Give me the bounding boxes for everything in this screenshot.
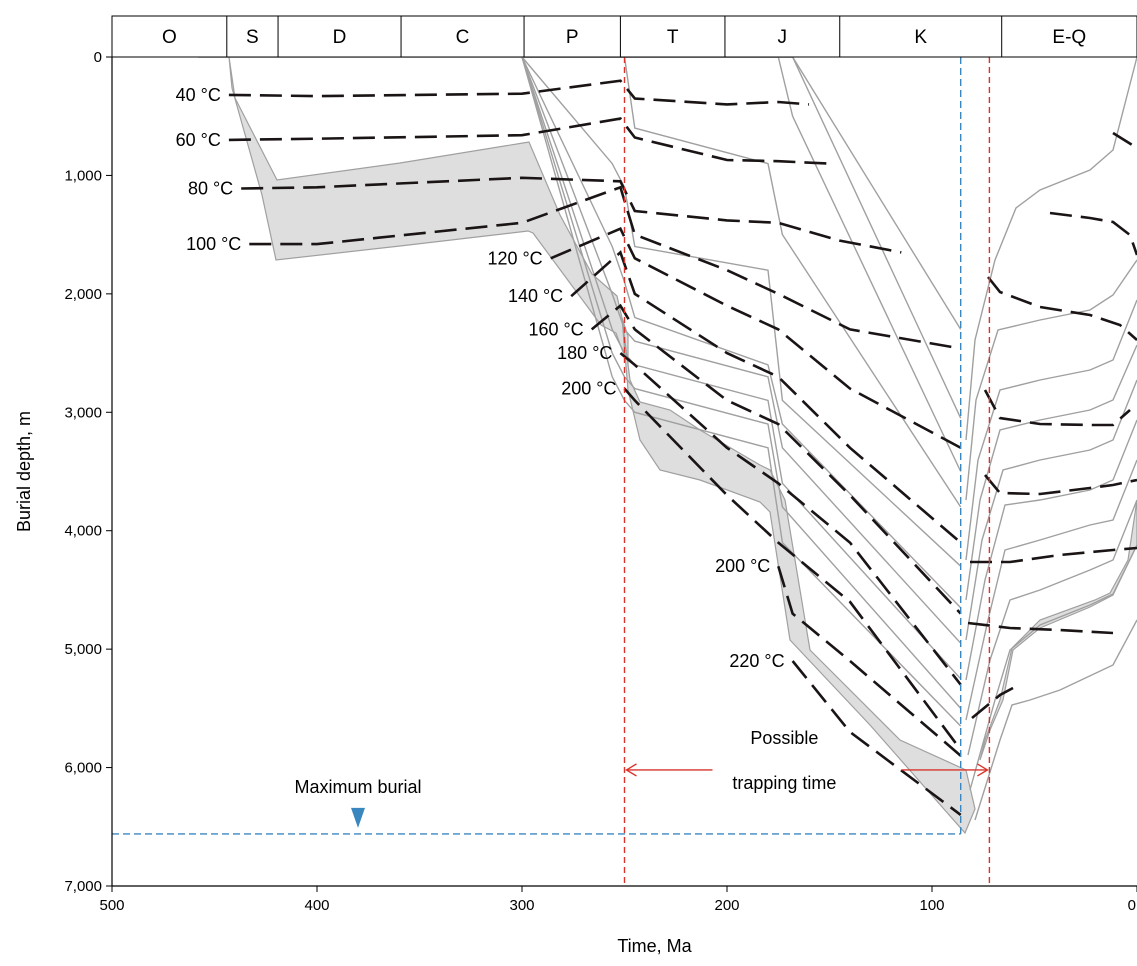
uplift-curve xyxy=(965,459,1137,721)
uplift-curve xyxy=(974,619,1137,821)
shaded-layer-upper xyxy=(228,56,629,367)
isotherm-label: 220 °C xyxy=(729,651,784,671)
isotherm-label: 40 °C xyxy=(176,85,221,105)
period-label: P xyxy=(566,27,579,48)
y-tick-label: 0 xyxy=(94,49,102,66)
y-tick-label: 6,000 xyxy=(64,760,102,777)
isotherm-line xyxy=(228,117,830,165)
period-label: C xyxy=(456,27,470,48)
y-tick-label: 4,000 xyxy=(64,523,102,540)
trapping-annotation-line2: trapping time xyxy=(732,773,836,793)
isotherm-label: 120 °C xyxy=(487,248,542,268)
burial-curve xyxy=(522,56,962,472)
isotherm-line xyxy=(228,79,810,106)
burial-curve xyxy=(522,56,962,419)
isotherm-line xyxy=(550,227,962,449)
isotherm-segment xyxy=(971,686,1014,720)
arrowhead-right-icon xyxy=(977,763,989,777)
isotherm-segments-right xyxy=(967,131,1137,720)
shaded-layer-lower xyxy=(621,317,976,835)
y-tick-label: 7,000 xyxy=(64,878,102,895)
y-tick-label: 5,000 xyxy=(64,641,102,658)
isotherm-label: 160 °C xyxy=(528,319,583,339)
uplift-curve xyxy=(969,544,1137,791)
period-bar-frame xyxy=(111,15,1137,58)
period-label: S xyxy=(246,27,259,48)
isotherm-label: 180 °C xyxy=(557,343,612,363)
isotherm-label: 200 °C xyxy=(715,556,770,576)
isotherm-label: 140 °C xyxy=(508,286,563,306)
y-tick-label: 1,000 xyxy=(64,167,102,184)
x-tick-label: 400 xyxy=(304,897,329,914)
isotherm-line xyxy=(619,352,962,686)
isotherm-segment xyxy=(1112,131,1137,150)
isotherm-line xyxy=(241,176,902,254)
isotherm-label: 60 °C xyxy=(176,130,221,150)
isotherm-segment xyxy=(986,276,1137,341)
isotherm-labels: 40 °C 60 °C 80 °C 100 °C 120 °C 140 °C 160 °C 1… xyxy=(176,85,785,671)
period-label: O xyxy=(162,27,177,48)
isotherm-line xyxy=(590,303,962,615)
isotherm-segment xyxy=(984,474,1137,496)
isotherm-label: 80 °C xyxy=(188,179,233,199)
isotherm-line xyxy=(777,565,962,757)
shaded-layer-right xyxy=(979,499,1137,761)
uplift-curve xyxy=(965,259,1137,501)
isotherm-label: 100 °C xyxy=(186,234,241,254)
isotherm-label: 200 °C xyxy=(561,379,616,399)
arrowhead-left-icon xyxy=(625,763,637,777)
x-tick-label: 500 xyxy=(99,897,124,914)
isotherm-segment xyxy=(983,389,1131,427)
burial-curves-uplift xyxy=(965,56,1137,821)
x-axis-title: Time, Ma xyxy=(617,936,692,956)
x-tick-label: 300 xyxy=(509,897,534,914)
x-tick-label: 200 xyxy=(714,897,739,914)
uplift-curve xyxy=(965,419,1137,681)
trapping-annotation-line1: Possible xyxy=(750,728,818,748)
burial-curve xyxy=(521,56,962,680)
burial-curve xyxy=(521,56,962,709)
isotherm-line xyxy=(623,387,962,751)
y-axis-title: Burial depth, m xyxy=(14,411,34,532)
axes: 0 1,000 2,000 3,000 4,000 5,000 6,000 7,000 500 4… xyxy=(64,49,1137,914)
max-burial-annotation: Maximum burial xyxy=(294,777,421,797)
x-tick-label: 100 xyxy=(919,897,944,914)
uplift-curve xyxy=(965,379,1137,641)
burial-curve xyxy=(521,56,962,644)
isotherms xyxy=(228,79,962,816)
period-label: E-Q xyxy=(1052,27,1086,48)
shaded-layers xyxy=(228,56,1137,835)
period-label: K xyxy=(914,27,927,48)
trapping-arrows xyxy=(625,763,989,777)
uplift-curve xyxy=(965,299,1137,561)
period-bar: O S D C P T J K E-Q xyxy=(111,15,1137,58)
y-tick-label: 3,000 xyxy=(64,404,102,421)
y-tick-label: 2,000 xyxy=(64,286,102,303)
period-label: D xyxy=(333,27,347,48)
uplift-curve xyxy=(965,56,1137,441)
x-tick-label: 0 xyxy=(1128,897,1136,914)
isotherm-segment xyxy=(967,621,1114,635)
uplift-curve xyxy=(965,344,1137,601)
isotherm-segment xyxy=(1049,211,1137,256)
burial-curve xyxy=(521,56,962,567)
max-burial-marker-icon xyxy=(351,807,365,828)
isotherm-line xyxy=(249,185,961,350)
burial-curve xyxy=(521,56,962,727)
burial-curve xyxy=(521,56,962,609)
period-label: T xyxy=(667,27,679,48)
period-label: J xyxy=(778,27,788,48)
isotherm-line xyxy=(570,250,962,544)
